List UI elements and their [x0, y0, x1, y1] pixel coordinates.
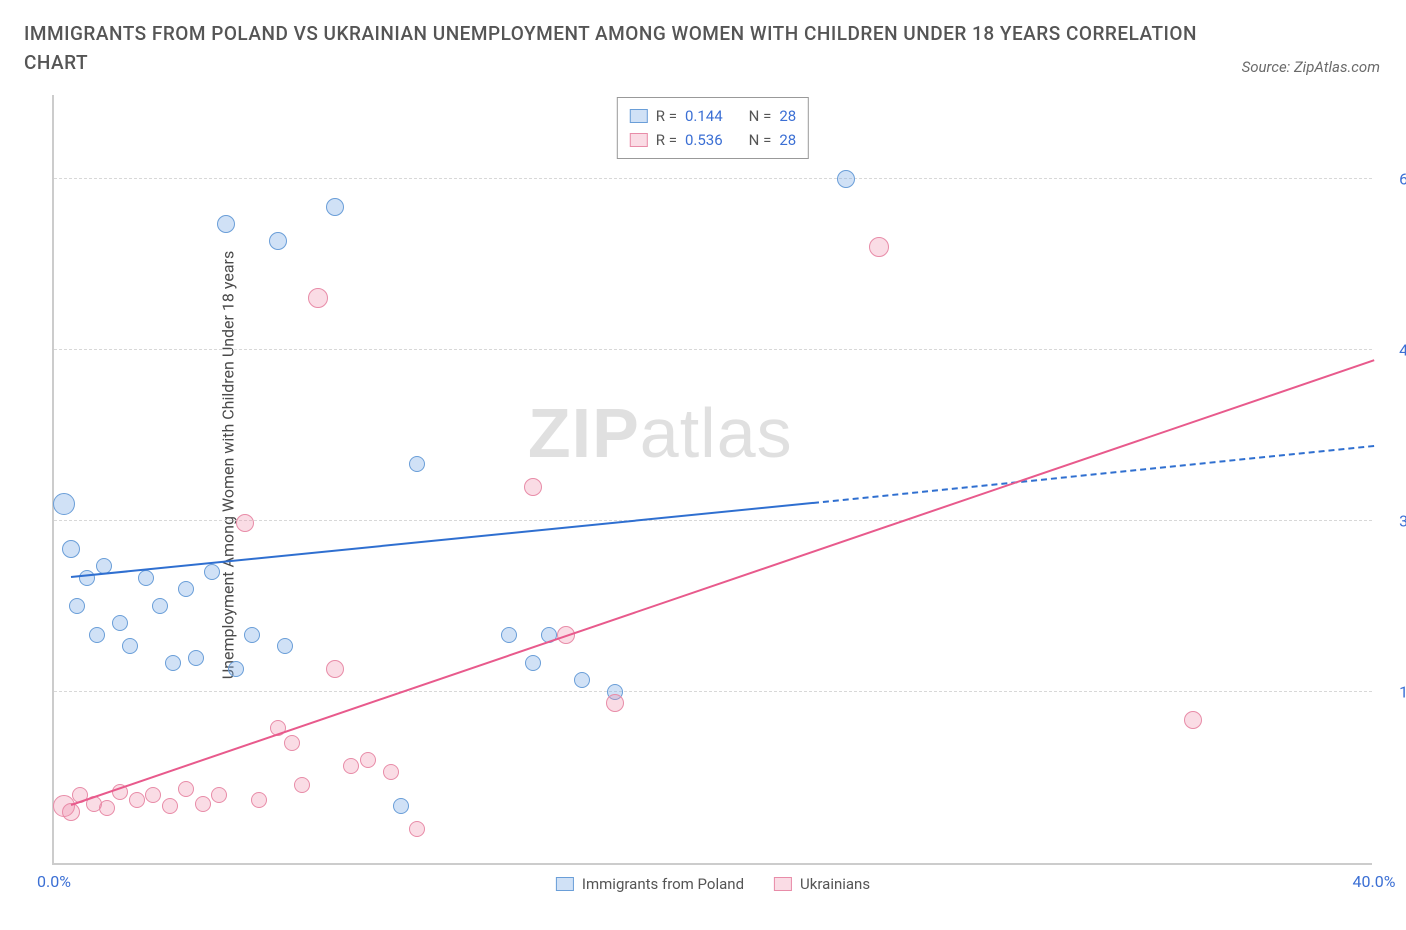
scatter-point: [383, 764, 399, 780]
scatter-point: [409, 456, 425, 472]
scatter-point: [99, 800, 115, 816]
scatter-point: [178, 581, 194, 597]
scatter-point: [211, 787, 227, 803]
scatter-point: [837, 170, 855, 188]
scatter-point: [112, 615, 128, 631]
legend-swatch: [774, 877, 792, 891]
scatter-point: [152, 598, 168, 614]
scatter-point: [251, 792, 267, 808]
scatter-point: [138, 570, 154, 586]
trend-line: [70, 502, 813, 578]
gridline: [54, 178, 1372, 179]
scatter-point: [69, 598, 85, 614]
legend-swatch: [630, 133, 648, 147]
series-name: Immigrants from Poland: [582, 875, 744, 893]
y-tick-label: 15.0%: [1382, 682, 1406, 701]
legend-n-value: 28: [779, 104, 796, 128]
scatter-point: [236, 514, 254, 532]
legend-r-prefix: R =: [656, 128, 677, 152]
source-label: Source: ZipAtlas.com: [1242, 58, 1380, 76]
scatter-point: [145, 787, 161, 803]
scatter-point: [409, 821, 425, 837]
scatter-point: [524, 478, 542, 496]
scatter-point: [244, 627, 260, 643]
scatter-point: [606, 694, 624, 712]
legend-r-prefix: R =: [656, 104, 677, 128]
scatter-point: [360, 752, 376, 768]
watermark: ZIPatlas: [528, 393, 793, 473]
scatter-point: [525, 655, 541, 671]
trend-line: [813, 445, 1374, 504]
scatter-point: [294, 777, 310, 793]
scatter-point: [326, 198, 344, 216]
series-legend-item: Immigrants from Poland: [556, 875, 744, 893]
correlation-legend: R = 0.144 N = 28 R = 0.536 N = 28: [617, 97, 809, 159]
scatter-point: [228, 661, 244, 677]
scatter-point: [1184, 711, 1202, 729]
chart-container: IMMIGRANTS FROM POLAND VS UKRAINIAN UNEM…: [0, 0, 1406, 930]
trend-line: [70, 359, 1374, 806]
legend-swatch: [556, 877, 574, 891]
legend-row: R = 0.144 N = 28: [630, 104, 796, 128]
y-tick-label: 45.0%: [1382, 340, 1406, 359]
scatter-point: [79, 570, 95, 586]
scatter-point: [62, 540, 80, 558]
scatter-point: [204, 564, 220, 580]
y-tick-label: 60.0%: [1382, 169, 1406, 188]
legend-n-prefix: N =: [749, 104, 772, 128]
scatter-point: [178, 781, 194, 797]
scatter-point: [501, 627, 517, 643]
x-tick-label: 0.0%: [37, 872, 71, 891]
legend-row: R = 0.536 N = 28: [630, 128, 796, 152]
legend-r-value: 0.536: [685, 128, 723, 152]
y-tick-label: 30.0%: [1382, 511, 1406, 530]
scatter-point: [217, 215, 235, 233]
scatter-point: [165, 655, 181, 671]
scatter-point: [326, 660, 344, 678]
legend-n-prefix: N =: [749, 128, 772, 152]
scatter-point: [869, 237, 889, 257]
scatter-point: [284, 735, 300, 751]
scatter-point: [122, 638, 138, 654]
scatter-point: [129, 792, 145, 808]
scatter-point: [53, 493, 75, 515]
scatter-point: [195, 796, 211, 812]
plot-area: ZIPatlas R =0.144N =28R =0.536N =28 Immi…: [52, 95, 1372, 865]
scatter-point: [277, 638, 293, 654]
legend-swatch: [630, 109, 648, 123]
scatter-point: [269, 232, 287, 250]
series-legend: Immigrants from Poland Ukrainians: [556, 875, 870, 893]
scatter-point: [393, 798, 409, 814]
gridline: [54, 691, 1372, 692]
x-tick-label: 40.0%: [1353, 872, 1396, 891]
scatter-point: [343, 758, 359, 774]
series-name: Ukrainians: [800, 875, 870, 893]
chart-title: IMMIGRANTS FROM POLAND VS UKRAINIAN UNEM…: [24, 20, 1206, 77]
scatter-point: [574, 672, 590, 688]
scatter-point: [162, 798, 178, 814]
legend-n-value: 28: [779, 128, 796, 152]
gridline: [54, 349, 1372, 350]
scatter-point: [89, 627, 105, 643]
series-legend-item: Ukrainians: [774, 875, 870, 893]
scatter-point: [188, 650, 204, 666]
scatter-point: [308, 288, 328, 308]
legend-r-value: 0.144: [685, 104, 723, 128]
